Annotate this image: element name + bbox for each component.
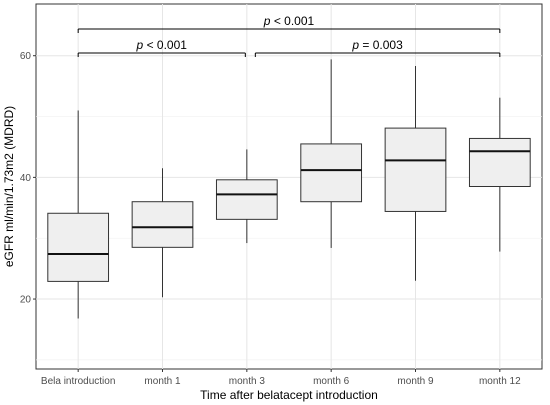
box-month-6: [300, 59, 363, 248]
x-tick-label: month 1: [144, 376, 181, 387]
plot-panel: [35, 3, 543, 370]
y-axis-title: eGFR ml/min/1.73m2 (MDRD): [2, 106, 16, 267]
p-value-label: p = 0.003: [351, 38, 403, 52]
significance-bracket: p = 0.003: [254, 38, 501, 57]
x-tick-label: month 12: [479, 376, 521, 387]
x-axis-title: Time after belatacept introduction: [200, 388, 378, 402]
y-axis: 20 40 60: [20, 51, 36, 306]
box-month-9: [384, 66, 447, 281]
boxes-layer: [47, 59, 531, 319]
x-tick-label: month 9: [397, 376, 434, 387]
y-tick-label: 60: [20, 51, 32, 62]
x-tick-label: month 3: [229, 376, 266, 387]
y-tick-label: 20: [20, 295, 32, 306]
significance-brackets: p < 0.001 p < 0.001 p = 0.003: [77, 14, 501, 57]
iqr-box: [131, 201, 194, 248]
x-axis: Bela introduction month 1 month 3 month 6 mo…: [41, 369, 521, 387]
p-value-label: p < 0.001: [136, 38, 188, 52]
x-tick-label: Bela introduction: [41, 376, 116, 387]
x-tick-label: month 6: [313, 376, 350, 387]
iqr-box: [300, 143, 363, 203]
significance-bracket: p < 0.001: [77, 14, 501, 33]
iqr-box: [47, 212, 110, 282]
significance-bracket: p < 0.001: [77, 38, 246, 57]
box-month-1: [131, 168, 194, 298]
box-month-3: [215, 149, 278, 244]
iqr-box: [215, 179, 278, 220]
y-tick-label: 40: [20, 173, 32, 184]
iqr-box: [384, 127, 447, 212]
box-bela-introduction: [47, 110, 110, 319]
iqr-box: [468, 137, 531, 187]
box-month-12: [468, 97, 531, 252]
p-value-label: p < 0.001: [263, 14, 315, 28]
